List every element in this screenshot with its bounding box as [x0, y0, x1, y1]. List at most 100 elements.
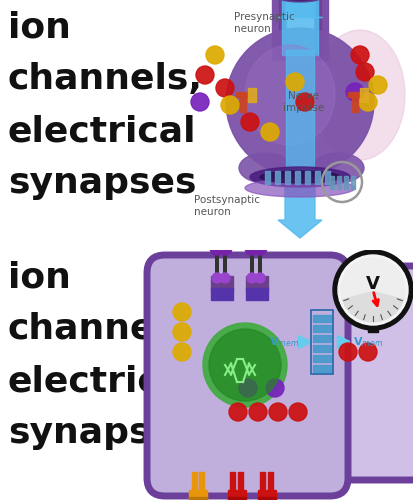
Bar	[312, 325, 330, 332]
Bar	[214, 250, 218, 278]
Bar	[312, 365, 330, 372]
Circle shape	[240, 113, 259, 131]
Circle shape	[337, 255, 407, 325]
Circle shape	[206, 46, 223, 64]
Bar	[237, 472, 242, 492]
Ellipse shape	[314, 30, 404, 160]
Bar	[278, 0, 285, 60]
Circle shape	[350, 46, 368, 64]
Wedge shape	[341, 290, 403, 322]
Bar	[310, 310, 332, 374]
Bar	[245, 276, 267, 290]
Circle shape	[211, 273, 221, 283]
Text: channels,: channels,	[8, 312, 202, 346]
Text: $\mathbf{V}_{mem}$: $\mathbf{V}_{mem}$	[268, 335, 298, 349]
Text: Postsynaptic
neuron: Postsynaptic neuron	[194, 195, 259, 216]
Bar	[211, 276, 233, 290]
Circle shape	[266, 379, 283, 397]
Bar	[350, 176, 354, 189]
Bar	[351, 94, 357, 112]
Circle shape	[332, 250, 412, 330]
Ellipse shape	[244, 179, 354, 197]
Bar	[359, 88, 367, 102]
Circle shape	[238, 379, 256, 397]
Bar	[257, 490, 275, 498]
Circle shape	[295, 93, 313, 111]
Circle shape	[209, 241, 223, 255]
FancyArrow shape	[277, 178, 321, 238]
Bar	[312, 315, 330, 322]
Text: electrical: electrical	[8, 364, 196, 398]
Text: synapses: synapses	[8, 416, 196, 450]
Circle shape	[195, 66, 214, 84]
Circle shape	[173, 303, 190, 321]
Bar	[199, 472, 204, 492]
Circle shape	[368, 76, 386, 94]
Circle shape	[355, 63, 373, 81]
Circle shape	[285, 73, 303, 91]
Bar	[367, 297, 377, 332]
Circle shape	[190, 93, 209, 111]
Bar	[295, 171, 300, 184]
Text: Nerve
impulse: Nerve impulse	[282, 91, 324, 113]
Text: electrical: electrical	[8, 114, 196, 148]
Circle shape	[173, 343, 190, 361]
Bar	[312, 355, 330, 362]
Circle shape	[209, 329, 280, 401]
Ellipse shape	[238, 153, 290, 183]
Bar	[305, 171, 310, 184]
Bar	[285, 171, 290, 184]
Bar	[285, 50, 313, 170]
Bar	[265, 171, 270, 184]
Ellipse shape	[277, 0, 321, 2]
Bar	[189, 490, 206, 498]
Bar	[314, 0, 327, 60]
Circle shape	[358, 343, 376, 361]
Bar	[228, 497, 245, 500]
Bar	[249, 250, 254, 278]
Text: Presynaptic
neuron: Presynaptic neuron	[233, 12, 294, 34]
Bar	[281, 0, 317, 55]
Circle shape	[228, 403, 247, 421]
Text: ion: ion	[8, 260, 71, 294]
Bar	[240, 94, 245, 112]
Bar	[245, 288, 267, 300]
Circle shape	[221, 96, 238, 114]
Bar	[230, 472, 235, 492]
Ellipse shape	[311, 153, 363, 183]
Bar	[347, 92, 361, 97]
Bar	[235, 92, 249, 97]
Bar	[223, 250, 226, 278]
Bar	[312, 335, 330, 342]
Text: ion: ion	[8, 10, 71, 44]
Bar	[257, 497, 275, 500]
Ellipse shape	[225, 28, 373, 176]
Bar	[228, 490, 245, 498]
Bar	[257, 250, 261, 278]
Bar	[325, 171, 330, 184]
Bar	[275, 171, 280, 184]
Text: channels,: channels,	[8, 62, 202, 96]
Bar	[336, 176, 340, 189]
Ellipse shape	[249, 167, 349, 187]
Bar	[192, 472, 197, 492]
FancyArrow shape	[277, 0, 321, 17]
Circle shape	[216, 79, 233, 97]
Circle shape	[338, 343, 356, 361]
Circle shape	[218, 241, 231, 255]
Bar	[247, 88, 255, 102]
Bar	[271, 0, 284, 60]
Circle shape	[288, 403, 306, 421]
Ellipse shape	[259, 171, 339, 183]
Wedge shape	[340, 258, 404, 298]
Circle shape	[219, 273, 230, 283]
Circle shape	[247, 273, 256, 283]
Bar	[315, 171, 320, 184]
Ellipse shape	[244, 45, 334, 145]
FancyBboxPatch shape	[293, 266, 413, 480]
Text: $\mathbf{V}_{mem}$: $\mathbf{V}_{mem}$	[352, 335, 382, 349]
Circle shape	[173, 323, 190, 341]
Circle shape	[252, 241, 266, 255]
Bar	[267, 472, 272, 492]
Circle shape	[345, 83, 363, 101]
